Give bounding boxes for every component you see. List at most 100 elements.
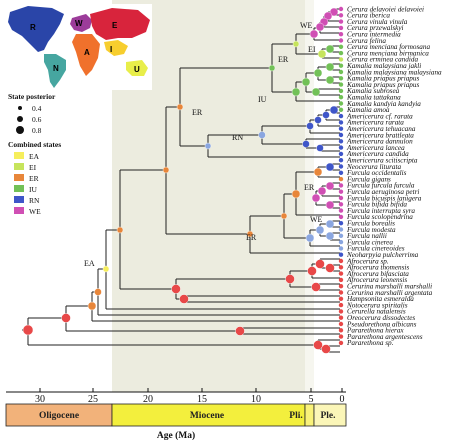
tip-label: Neoharpyia pulcherrima <box>346 251 419 259</box>
tip-label: Kamalia priapus priapus <box>346 75 419 83</box>
tip-state-dot <box>338 44 344 49</box>
axis-title: Age (Ma) <box>157 430 195 440</box>
tip-state-dot <box>338 195 344 201</box>
tip-label: Cerura menciana formosana <box>347 43 430 51</box>
legend: State posterior 0.4 0.6 0.8 Combined sta… <box>8 92 61 216</box>
tip-state-dot <box>338 271 344 276</box>
tip-label: Furcula interrupta syra <box>346 207 415 215</box>
tip-label: Cerurina marshalli argentata <box>347 289 433 297</box>
tip-label: Cerura erminea candida <box>347 56 418 64</box>
tip-state-dot <box>338 88 344 94</box>
node-pie <box>179 294 189 304</box>
node-pie <box>291 189 301 199</box>
tip-state-dot <box>338 214 344 220</box>
tip-label: Neocerura liturata <box>346 163 402 171</box>
node-state-labels: WE EI ER IU ER RN ER WE ER EA <box>84 21 323 268</box>
axis-ticks: 30 25 20 15 10 5 0 <box>35 388 345 405</box>
tip-label: Kamalia malaysiana jakli <box>346 62 421 70</box>
legend-swatch-er <box>14 174 24 181</box>
node-pie <box>22 324 34 336</box>
node-pie <box>235 326 245 336</box>
node-pie <box>307 266 317 276</box>
map-letter-e: E <box>112 21 118 30</box>
node-pie <box>313 340 323 350</box>
branch <box>309 229 340 247</box>
tip-state-dot <box>338 258 344 264</box>
tip-state-dot <box>338 158 344 163</box>
region-u-australia <box>126 60 148 76</box>
node-pie <box>280 212 288 220</box>
axis-tick-label: 5 <box>309 394 314 405</box>
tip-state-dot <box>338 32 344 37</box>
axis-tick-label: 15 <box>197 394 207 405</box>
region-w-europe <box>70 14 92 32</box>
tip-label: Kamalia malaysiana malaysiana <box>346 68 442 76</box>
node-pie <box>305 233 315 243</box>
node-pie <box>292 40 300 48</box>
node-pie <box>315 22 325 32</box>
tip-state-dot <box>338 284 344 289</box>
tip-label: Afrocerura bifasciata <box>346 270 409 278</box>
epoch-label-oligocene: Oligocene <box>39 411 79 421</box>
node-pie <box>325 200 335 210</box>
tip-state-dot <box>338 227 344 232</box>
tip-state-dot <box>338 19 344 24</box>
tip-state-dot <box>338 164 344 169</box>
node-label-er-1: ER <box>278 55 289 64</box>
node-pie <box>321 344 331 354</box>
region-a-africa <box>72 34 100 76</box>
node-pie <box>285 274 295 284</box>
node-pie <box>325 181 335 191</box>
tip-label: Pararethona hierax <box>346 327 404 335</box>
legend-dot-medium <box>17 116 23 122</box>
node-pie <box>302 140 310 148</box>
tip-state-dot <box>338 132 344 138</box>
node-pie <box>301 77 311 87</box>
node-label-ea: EA <box>84 259 95 268</box>
tip-label: Americerura tehuacana <box>346 125 416 133</box>
tip-state-dot <box>338 265 344 270</box>
node-pie <box>325 62 335 72</box>
tip-label: Hampsonita esmeralda <box>346 295 414 303</box>
legend-state-rn: RN <box>29 196 40 205</box>
node-label-er-4: ER <box>246 233 257 242</box>
legend-swatch-ei <box>14 163 24 170</box>
node-pie <box>94 288 102 296</box>
world-map-inset: R N W E A I U <box>4 4 152 90</box>
tip-state-dot <box>338 120 344 125</box>
epoch-label-miocene: Miocene <box>190 411 224 421</box>
legend-swatch-iu <box>14 185 24 192</box>
tip-state-dot <box>338 309 344 314</box>
tip-state-dot <box>338 176 344 182</box>
legend-dot-small <box>18 106 22 110</box>
node-pie <box>315 225 325 235</box>
time-axis: 30 25 20 15 10 5 0 Oligocene Miocene Pli. Ple.… <box>5 388 347 440</box>
tip-state-dot <box>338 151 344 157</box>
legend-posterior-1: 0.6 <box>32 115 42 124</box>
node-pie <box>325 263 335 273</box>
node-pie <box>102 265 110 273</box>
map-letter-r: R <box>30 23 36 32</box>
tip-label: Afrocerura sp. <box>346 257 389 265</box>
tip-state-dot <box>338 145 344 150</box>
node-pie <box>204 142 212 150</box>
node-pie <box>314 116 322 124</box>
node-pie <box>258 131 266 139</box>
tip-state-dot <box>338 139 344 144</box>
tip-label: Kamalia tattakana <box>346 94 401 102</box>
tip-state-dot <box>338 221 344 226</box>
node-pie <box>322 111 330 119</box>
node-pie <box>325 44 335 54</box>
tip-state-dot <box>338 208 344 213</box>
tip-state-dot <box>338 13 344 18</box>
tip-label: Americerura rarata <box>346 119 404 127</box>
tip-state-dot <box>338 277 344 283</box>
tip-state-dot <box>338 113 344 119</box>
legend-posterior-2: 0.8 <box>32 126 42 135</box>
tip-label: Pararethona sp. <box>346 339 394 347</box>
node-label-rn: RN <box>232 133 243 142</box>
map-letter-a: A <box>84 48 90 57</box>
node-pie <box>317 49 327 59</box>
tip-label: Kamalia priapus priapus <box>346 81 419 89</box>
